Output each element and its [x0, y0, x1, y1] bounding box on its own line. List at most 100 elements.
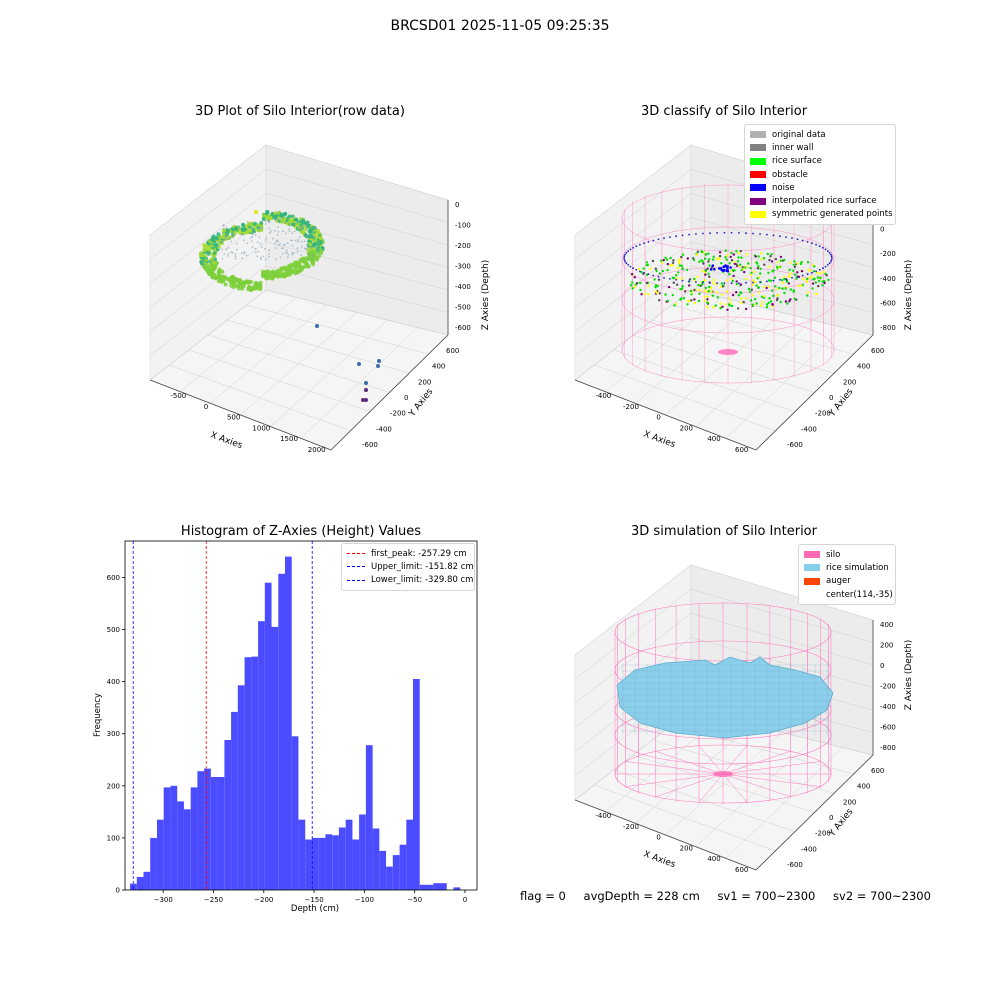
raw-point — [311, 225, 313, 228]
legend-swatch — [804, 577, 820, 585]
class-point — [704, 279, 707, 282]
histogram-bar — [365, 745, 373, 890]
z-tick-label: -600 — [880, 299, 896, 307]
histogram-bar — [136, 877, 144, 890]
class-point — [744, 307, 748, 311]
class-point — [816, 276, 820, 279]
raw-point — [259, 226, 261, 229]
grid-line — [246, 304, 429, 355]
class-point — [781, 279, 784, 282]
noise-point — [681, 279, 684, 282]
class-point — [672, 281, 675, 284]
noise-point — [657, 275, 660, 278]
y-tick-label: -200 — [815, 830, 831, 838]
silo-floor-spoke — [722, 745, 748, 775]
class-point — [778, 286, 781, 290]
z-tick-label: -100 — [455, 222, 471, 230]
histogram-bar — [150, 837, 157, 890]
class-point — [796, 271, 799, 274]
class-point — [768, 265, 771, 268]
class-point — [710, 290, 713, 293]
class-point — [733, 269, 736, 272]
class-point — [751, 283, 755, 286]
class-point — [771, 270, 774, 273]
class-point — [771, 303, 774, 306]
class-point — [712, 306, 715, 309]
noise-point — [639, 270, 641, 273]
histogram-bar — [244, 657, 252, 890]
class-point — [712, 281, 715, 284]
legend-swatch — [750, 131, 766, 139]
class-point — [739, 291, 742, 294]
class-point — [762, 295, 766, 298]
histogram-bar — [338, 827, 346, 890]
panel2-classified-points — [621, 183, 835, 385]
avg-depth-text: avgDepth = 228 cm — [583, 889, 700, 903]
raw-point — [238, 227, 240, 230]
class-point — [815, 292, 818, 296]
class-point — [769, 300, 773, 303]
class-point — [792, 263, 796, 267]
class-point — [757, 286, 760, 289]
class-point — [671, 276, 674, 279]
histogram-bar — [204, 768, 211, 890]
raw-point — [302, 225, 305, 227]
class-point — [645, 281, 649, 285]
class-point — [647, 293, 650, 296]
panel4-zlabel: Z Axies (Depth) — [904, 640, 914, 711]
class-point — [703, 299, 706, 302]
outlier-point — [361, 398, 365, 402]
plot-frame — [124, 540, 478, 891]
class-point — [760, 252, 763, 255]
class-point — [789, 298, 792, 301]
x-tick-label: −50 — [407, 896, 422, 904]
class-point — [688, 284, 691, 287]
raw-point — [230, 236, 233, 239]
noise-point — [738, 232, 740, 234]
class-point — [749, 266, 752, 270]
raw-point — [306, 264, 311, 269]
class-point — [666, 262, 670, 266]
y-tick-label: 0 — [116, 887, 120, 895]
noise-point — [725, 269, 728, 272]
noise-point — [627, 264, 629, 266]
class-point — [766, 252, 769, 256]
raw-point — [253, 280, 258, 285]
class-point — [779, 255, 783, 259]
class-point — [720, 282, 724, 285]
legend-swatch — [804, 591, 820, 598]
raw-point — [225, 238, 228, 240]
class-point — [708, 275, 711, 278]
noise-point — [831, 257, 833, 259]
class-point — [680, 277, 684, 280]
raw-point — [261, 246, 263, 248]
x-tick-label: −300 — [154, 896, 173, 904]
y-tick-label: 200 — [418, 378, 431, 386]
class-point — [759, 272, 762, 275]
y-tick-label: 300 — [107, 730, 120, 738]
class-point — [808, 269, 811, 273]
x-tick-label: 0 — [656, 834, 660, 842]
raw-point — [282, 212, 287, 217]
class-point — [720, 262, 723, 265]
raw-point — [251, 240, 253, 242]
raw-point — [217, 267, 222, 272]
raw-point — [305, 234, 308, 237]
raw-point — [281, 219, 284, 222]
legend-item-silo: silo — [804, 548, 890, 561]
raw-point — [306, 228, 308, 230]
histogram-bar — [183, 809, 191, 890]
noise-point — [818, 268, 821, 271]
raw-point — [286, 242, 289, 245]
outlier-point — [364, 398, 368, 402]
legend-item-inner-wall: inner wall — [750, 141, 890, 154]
z-tick-label: 0 — [455, 201, 459, 209]
grid-line — [574, 193, 874, 284]
legend-label: inner wall — [772, 142, 814, 153]
class-point — [785, 280, 789, 283]
class-point — [813, 265, 816, 268]
histogram-bar — [392, 855, 400, 890]
panel1-axes-box — [149, 144, 449, 451]
panel4-silo-simulation — [614, 602, 834, 805]
noise-point — [675, 235, 677, 238]
